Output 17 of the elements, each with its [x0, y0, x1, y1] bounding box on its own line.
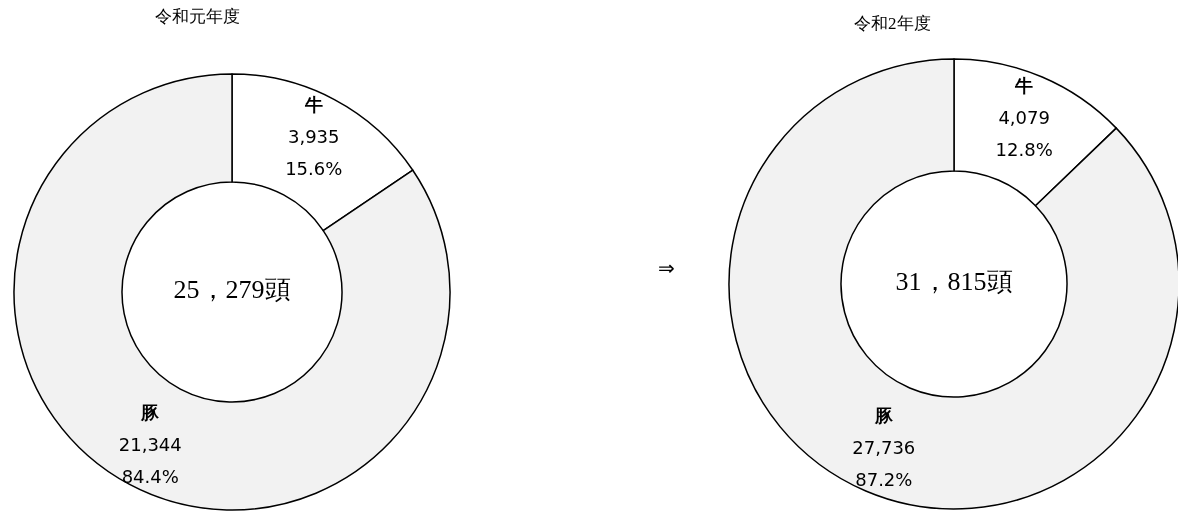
text: ⇒ — [657, 256, 675, 279]
text: 12.8% — [995, 139, 1053, 161]
text: 87.2% — [855, 468, 913, 490]
text: 84.4% — [121, 465, 179, 487]
text: 31，815頭 — [895, 266, 1013, 296]
slice-label: 牛 — [1014, 75, 1034, 97]
slice-label: 豚 — [873, 404, 894, 426]
slice-label: 豚 — [140, 401, 161, 423]
text: 25，279頭 — [173, 274, 291, 304]
chart-title: 令和2年度 — [854, 13, 931, 33]
data-label: 21,344 — [118, 433, 182, 455]
text: 15.6% — [285, 158, 343, 180]
chart-title: 令和元年度 — [155, 6, 240, 26]
data-label: 4,079 — [998, 107, 1050, 129]
data-label: 3,935 — [287, 126, 340, 148]
slice-label: 牛 — [303, 94, 323, 116]
data-label: 27,736 — [852, 436, 916, 458]
